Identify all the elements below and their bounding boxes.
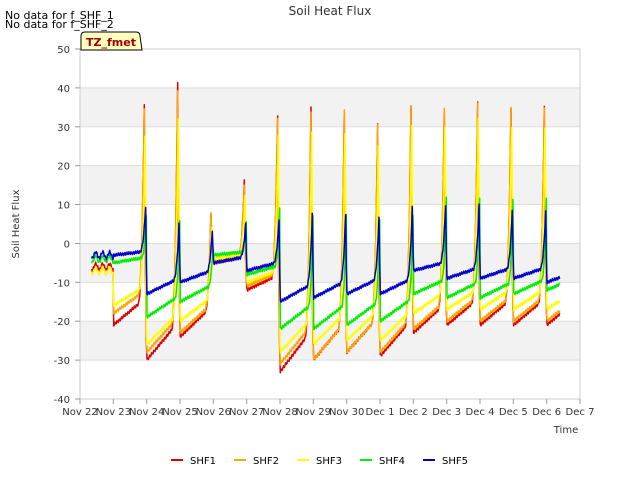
no-data-note-1: No data for f_SHF_1 — [5, 9, 114, 22]
x-tick-label: Dec 5 — [499, 407, 528, 418]
series-line-shf5 — [90, 203, 561, 303]
x-tick-label: Nov 27 — [229, 407, 264, 418]
y-tick-label: 50 — [57, 45, 70, 56]
x-tick-label: Nov 26 — [196, 407, 231, 418]
series-layer — [90, 81, 561, 374]
x-tick-label: Dec 1 — [366, 407, 395, 418]
y-tick-label: -10 — [54, 278, 70, 289]
y-tick-label: 20 — [57, 162, 70, 173]
tz-badge-label: TZ_fmet — [86, 36, 136, 49]
legend-label-shf5: SHF5 — [442, 456, 468, 467]
plot-frame — [79, 48, 581, 400]
chart-title: Soil Heat Flux — [289, 4, 372, 18]
x-tick-label: Nov 25 — [162, 407, 197, 418]
y-tick-label: 0 — [64, 239, 70, 250]
legend-label-shf3: SHF3 — [316, 456, 342, 467]
grid-band — [80, 87, 580, 127]
grid-band — [80, 165, 580, 205]
x-tick-label: Nov 22 — [62, 407, 97, 418]
y-axis-ticks: -40 -30 -20 -10 0 10 20 30 40 50 — [54, 45, 80, 406]
y-tick-label: -30 — [54, 356, 70, 367]
tz-badge: TZ_fmet — [80, 31, 143, 51]
y-tick-label: 30 — [57, 123, 70, 134]
x-tick-label: Nov 28 — [262, 407, 297, 418]
legend-label-shf2: SHF2 — [253, 456, 279, 467]
x-tick-label: Nov 24 — [129, 407, 164, 418]
y-tick-label: 10 — [57, 201, 70, 212]
no-data-note-2: No data for f_SHF_2 — [5, 18, 114, 31]
y-tick-label: 40 — [57, 84, 70, 95]
series-line-shf3 — [90, 117, 561, 355]
x-axis-title: Time — [553, 425, 578, 436]
series-line-shf4 — [90, 196, 561, 331]
x-tick-label: Dec 3 — [432, 407, 461, 418]
plot-background-bands — [80, 49, 580, 399]
legend: SHF1 SHF2 SHF3 SHF4 SHF5 — [171, 456, 468, 467]
y-axis-title: Soil Heat Flux — [11, 189, 22, 258]
legend-label-shf1: SHF1 — [190, 456, 216, 467]
x-tick-label: Dec 6 — [532, 407, 561, 418]
legend-label-shf4: SHF4 — [379, 456, 405, 467]
tz-badge-shape — [80, 31, 143, 51]
y-tick-label: -40 — [54, 395, 70, 406]
x-tick-label: Nov 29 — [296, 407, 331, 418]
x-tick-label: Nov 23 — [96, 407, 131, 418]
grid-band — [80, 243, 580, 283]
x-tick-label: Dec 4 — [466, 407, 495, 418]
series-line-shf2 — [90, 89, 561, 366]
x-tick-label: Dec 7 — [566, 407, 595, 418]
x-tick-label: Nov 30 — [329, 407, 364, 418]
y-tick-label: -20 — [54, 317, 70, 328]
x-tick-label: Dec 2 — [399, 407, 428, 418]
